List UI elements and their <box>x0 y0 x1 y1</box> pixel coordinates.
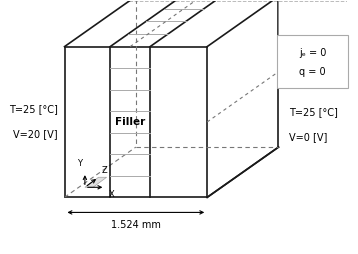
Polygon shape <box>85 177 107 187</box>
Text: Y: Y <box>77 160 82 168</box>
Text: Filler: Filler <box>115 117 145 127</box>
Text: X: X <box>109 190 115 199</box>
Text: jₑ = 0: jₑ = 0 <box>299 48 326 58</box>
Text: T=25 [°C]: T=25 [°C] <box>9 104 58 114</box>
Text: V=20 [V]: V=20 [V] <box>13 130 58 139</box>
Text: V=0 [V]: V=0 [V] <box>289 132 327 142</box>
Text: T=25 [°C]: T=25 [°C] <box>289 107 338 117</box>
Text: q = 0: q = 0 <box>299 67 326 77</box>
Text: 1.524 mm: 1.524 mm <box>111 220 161 230</box>
FancyBboxPatch shape <box>277 35 348 88</box>
Text: Z: Z <box>102 166 108 175</box>
